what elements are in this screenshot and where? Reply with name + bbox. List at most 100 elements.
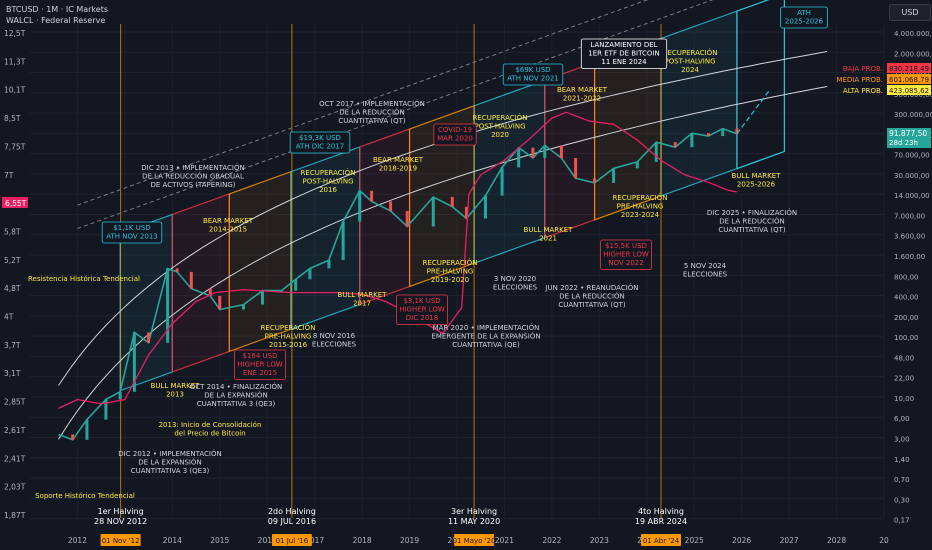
annotation-bear-2021: BEAR MARKET [557,86,608,94]
price-tag-value: 830.218,49 [889,65,929,73]
x-tick-label: 2012 [68,536,87,545]
right-tick-label: 400,00 [894,294,919,302]
resistance-line-outer [77,0,649,206]
series-layer [58,89,771,441]
annotation-recup-pre-2023: PRE-HALVING [617,203,664,211]
left-tick-label: 3,1T [4,369,21,378]
btc-candle [218,295,222,310]
x-halving-tag-bg [641,534,682,546]
btc-candle [654,142,658,162]
btc-candle [531,147,535,159]
annotation-covid-2020: COVID-19 [438,126,472,134]
annotation-qe-2020: EMERGENTE DE LA EXPANSIÓN [431,332,540,341]
annotation-recup-post-2024: 2024 [681,66,699,74]
annotation-box [502,63,564,86]
left-tick-label: 4,8T [4,284,21,293]
annotation-low-2022: NOV 2022 [608,259,643,267]
btc-candle [85,419,89,440]
btc-candle [574,158,578,179]
cycle-zone [660,10,738,197]
right-tick-label: 22,00 [894,375,914,383]
btc-candle [464,206,468,219]
annotation-taper-2013: DE ACTIVOS (TAPERING) [151,181,236,189]
annotation-soporte: Soporte Histórico Tendencial [35,492,135,500]
btc-candle [500,167,504,196]
current-price-bg [887,128,931,148]
btc-candle [370,190,374,202]
btc-candle [543,145,547,159]
currency-selector[interactable]: USD [889,4,931,21]
left-current-value-bg [2,197,28,208]
annotation-box [600,239,652,270]
right-tick-label: 6,00 [894,415,910,423]
right-axis-bg [886,24,932,518]
annotation-qt-2022: CUANTITATIVA (QT) [558,301,626,309]
x-halving-tag-bg [100,534,141,546]
left-tick-label: 7,75T [4,142,26,151]
x-tick-label: 2023 [590,536,609,545]
annotation-ath-2017: $19,3K USD [299,134,341,142]
right-tick-label: 200,00 [894,314,919,322]
annotation-box [101,221,163,244]
right-axis[interactable]: 4.000.000,002.000.000,001.000.000,00500.… [836,24,932,525]
annotation-bull-2017: BULL MARKET [338,291,388,299]
right-tick-label: 70.000,00 [894,152,930,160]
right-tick-label: 48,00 [894,354,914,362]
annotation-recup-post-2020: POST-HALVING [474,123,525,131]
price-tag-label: MEDIA PROB. [836,76,883,84]
annotation-box [433,123,477,146]
btc-candle [147,332,151,343]
x-halving-tag: 01 Jul '16 [276,537,309,545]
halving-label: 3er Halving [451,507,497,516]
annotation-box [289,131,351,154]
annotation-qe3-end-2014: CUANTITATIVA 3 (QE3) [197,400,276,408]
btc-candle [721,128,725,137]
left-tick-label: 2,85T [4,398,26,407]
right-tick-label: 300.000,00 [894,111,932,119]
btc-candle [483,195,487,219]
resistance-line-inner [77,0,714,229]
symbol-line[interactable]: BTCUSD · 1M · IC Markets [6,5,108,14]
left-tick-label: 10,1T [4,86,26,95]
price-tag-bg [887,74,931,84]
annotation-recup-post-2020: 2020 [491,131,509,139]
annotation-consolidacion: del Precio de Bitcoin [174,430,245,438]
annotation-box [580,38,668,69]
btc-candle [405,210,409,227]
right-tick-label: 14.000,00 [894,192,930,200]
annotation-low-2015: $164 USD [243,352,278,360]
annotation-recup-pre-2019: PRE-HALVING [427,268,474,276]
price-tag-label: ALTA PROB. [843,87,883,95]
btc-candle [358,190,362,222]
annotation-low-2022: HIGHER LOW [603,251,649,259]
left-tick-label: 11,3T [4,57,26,66]
annotation-recup-pre-2023: 2023-2024 [621,211,660,219]
projection-zone [736,0,785,170]
halving-label: 1er Halving [98,507,144,516]
x-tick-label: 2014 [163,536,182,545]
price-tag-value: 423.085,62 [889,87,929,95]
left-tick-label: 3,7T [4,341,21,350]
annotation-recup-post-2016: RECUPERACIÓN [301,168,356,177]
x-halving-tag: 01 Mayo '20 [453,537,496,545]
annotation-box [396,294,448,325]
annotation-recup-post-2024: RECUPERACIÓN [663,48,718,57]
left-current-value: 6,55T [5,199,27,208]
left-axis-bg [0,24,28,518]
right-tick-label: 30.000,00 [894,172,930,180]
x-tick-label: 2026 [732,536,751,545]
x-axis[interactable]: 2012201320142015201620172018201920202021… [0,528,932,550]
left-tick-label: 12,5T [4,29,26,38]
x-halving-tag: 01 Nov '12 [102,537,140,545]
indicator-line[interactable]: WALCL · Federal Reserve [6,16,106,25]
x-halving-tag-bg [454,534,495,546]
btc-candle [118,391,122,400]
annotation-box [234,349,286,380]
left-axis[interactable]: 12,5T11,3T10,1T8,5T7,75T7T6,5T5,8T5,2T4,… [0,24,28,520]
halving-date: 09 JUL 2016 [268,517,316,526]
annotation-bull-2025: 2025-2026 [737,181,776,189]
x-tick-label: 2027 [780,536,799,545]
btc-candle [189,271,193,289]
cycle-zones [119,0,785,392]
